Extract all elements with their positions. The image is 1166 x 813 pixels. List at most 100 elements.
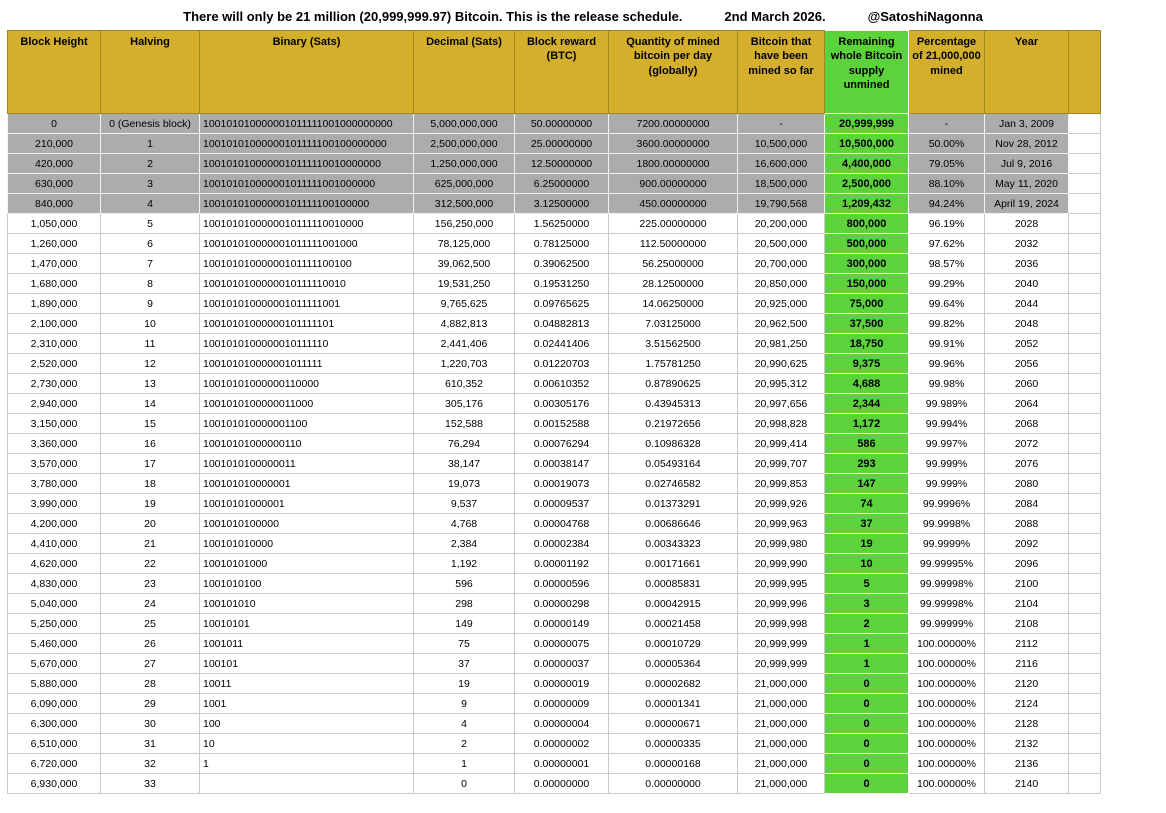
cell-extra: [1068, 273, 1101, 294]
cell-percent-mined: 79.05%: [908, 153, 985, 174]
table-row: 1,890,000 9 100101010000001011111001 9,765,…: [7, 293, 1101, 314]
cell-mined-so-far: 20,962,500: [737, 313, 825, 334]
cell-halving: 25: [100, 613, 200, 634]
cell-year: 2124: [984, 693, 1069, 714]
cell-year: 2080: [984, 473, 1069, 494]
cell-extra: [1068, 753, 1101, 774]
cell-remaining-unmined: 74: [824, 493, 909, 514]
cell-mined-so-far: 20,999,414: [737, 433, 825, 454]
cell-halving: 19: [100, 493, 200, 514]
cell-btc-per-day: 0.05493164: [608, 453, 738, 474]
cell-remaining-unmined: 3: [824, 593, 909, 614]
cell-block-reward-btc: 0.19531250: [514, 273, 609, 294]
cell-halving: 11: [100, 333, 200, 354]
column-header-block-height: Block Height: [7, 30, 101, 114]
cell-binary-sats: 100101010000001011111: [199, 353, 414, 374]
cell-halving: 27: [100, 653, 200, 674]
cell-remaining-unmined: 20,999,999: [824, 113, 909, 134]
cell-remaining-unmined: 500,000: [824, 233, 909, 254]
cell-halving: 1: [100, 133, 200, 154]
cell-btc-per-day: 14.06250000: [608, 293, 738, 314]
cell-decimal-sats: 9,765,625: [413, 293, 515, 314]
cell-mined-so-far: 20,850,000: [737, 273, 825, 294]
cell-binary-sats: 1: [199, 753, 414, 774]
cell-block-height: 6,090,000: [7, 693, 101, 714]
cell-block-reward-btc: 0.01220703: [514, 353, 609, 374]
cell-block-height: 1,260,000: [7, 233, 101, 254]
cell-remaining-unmined: 1,172: [824, 413, 909, 434]
cell-halving: 21: [100, 533, 200, 554]
cell-percent-mined: 99.989%: [908, 393, 985, 414]
cell-binary-sats: 10010101000000101111100100000000: [199, 133, 414, 154]
cell-mined-so-far: 20,999,963: [737, 513, 825, 534]
cell-decimal-sats: 305,176: [413, 393, 515, 414]
cell-binary-sats: 10011: [199, 673, 414, 694]
cell-decimal-sats: 9,537: [413, 493, 515, 514]
cell-remaining-unmined: 0: [824, 753, 909, 774]
cell-btc-per-day: 225.00000000: [608, 213, 738, 234]
cell-block-height: 210,000: [7, 133, 101, 154]
cell-halving: 4: [100, 193, 200, 214]
table-row: 2,730,000 13 10010101000000110000 610,352 0.…: [7, 373, 1101, 394]
cell-halving: 20: [100, 513, 200, 534]
cell-decimal-sats: 2,441,406: [413, 333, 515, 354]
cell-remaining-unmined: 75,000: [824, 293, 909, 314]
table-row: 4,410,000 21 100101010000 2,384 0.00002384 0.…: [7, 533, 1101, 554]
cell-btc-per-day: 0.00000671: [608, 713, 738, 734]
cell-mined-so-far: 20,500,000: [737, 233, 825, 254]
cell-percent-mined: 99.997%: [908, 433, 985, 454]
cell-extra: [1068, 733, 1101, 754]
cell-extra: [1068, 413, 1101, 434]
cell-block-height: 6,510,000: [7, 733, 101, 754]
table-row: 5,460,000 26 1001011 75 0.00000075 0.00010729…: [7, 633, 1101, 654]
cell-percent-mined: 100.00000%: [908, 733, 985, 754]
cell-block-reward-btc: 0.78125000: [514, 233, 609, 254]
cell-mined-so-far: 21,000,000: [737, 733, 825, 754]
cell-block-height: 3,780,000: [7, 473, 101, 494]
cell-btc-per-day: 0.00002682: [608, 673, 738, 694]
cell-binary-sats: 10010101000000110: [199, 433, 414, 454]
table-row: 4,620,000 22 10010101000 1,192 0.00001192 0.0…: [7, 553, 1101, 574]
cell-percent-mined: 99.99998%: [908, 573, 985, 594]
cell-btc-per-day: 0.00686646: [608, 513, 738, 534]
cell-halving: 31: [100, 733, 200, 754]
column-header-remaining-unmined: Remaining whole Bitcoin supply unmined: [824, 30, 909, 114]
cell-percent-mined: 99.98%: [908, 373, 985, 394]
cell-block-reward-btc: 0.00000596: [514, 573, 609, 594]
cell-year: May 11, 2020: [984, 173, 1069, 194]
table-row: 6,930,000 33 0 0.00000000 0.00000000 21,000,0…: [7, 773, 1101, 794]
column-header-btc-per-day: Quantity of mined bitcoin per day (globa…: [608, 30, 738, 114]
cell-halving: 18: [100, 473, 200, 494]
cell-block-height: 630,000: [7, 173, 101, 194]
cell-halving: 28: [100, 673, 200, 694]
cell-block-height: 5,250,000: [7, 613, 101, 634]
cell-decimal-sats: 2,500,000,000: [413, 133, 515, 154]
table-row: 6,720,000 32 1 1 0.00000001 0.00000168 21,000,…: [7, 753, 1101, 774]
cell-year: 2088: [984, 513, 1069, 534]
cell-binary-sats: 10010101000000110000: [199, 373, 414, 394]
cell-mined-so-far: 21,000,000: [737, 773, 825, 794]
cell-block-reward-btc: 0.09765625: [514, 293, 609, 314]
cell-year: 2076: [984, 453, 1069, 474]
cell-year: Jul 9, 2016: [984, 153, 1069, 174]
cell-year: 2092: [984, 533, 1069, 554]
cell-percent-mined: 99.96%: [908, 353, 985, 374]
cell-block-height: 3,990,000: [7, 493, 101, 514]
cell-remaining-unmined: 0: [824, 773, 909, 794]
cell-binary-sats: 1001010100000011000: [199, 393, 414, 414]
cell-remaining-unmined: 1: [824, 633, 909, 654]
cell-extra: [1068, 153, 1101, 174]
cell-binary-sats: 1001010100000011: [199, 453, 414, 474]
cell-binary-sats: 100101010: [199, 593, 414, 614]
cell-percent-mined: 50.00%: [908, 133, 985, 154]
cell-block-height: 1,890,000: [7, 293, 101, 314]
cell-btc-per-day: 7200.00000000: [608, 113, 738, 134]
cell-extra: [1068, 313, 1101, 334]
cell-decimal-sats: 156,250,000: [413, 213, 515, 234]
cell-binary-sats: 100101010000001100: [199, 413, 414, 434]
cell-decimal-sats: 4,882,813: [413, 313, 515, 334]
cell-block-reward-btc: 0.00076294: [514, 433, 609, 454]
column-header-block-reward-btc: Block reward (BTC): [514, 30, 609, 114]
cell-decimal-sats: 0: [413, 773, 515, 794]
